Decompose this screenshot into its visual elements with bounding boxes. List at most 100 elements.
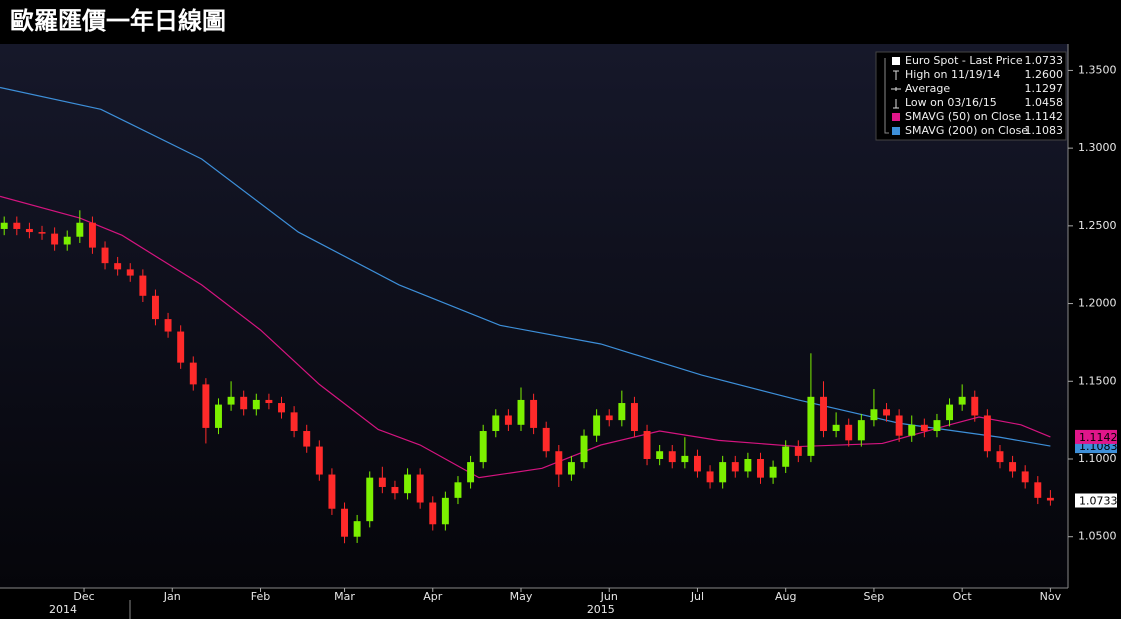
candle-body: [668, 451, 676, 463]
candle-body: [605, 415, 613, 421]
candle-body: [769, 466, 777, 478]
x-year-label: 2014: [49, 603, 77, 616]
legend-box: [875, 51, 1067, 141]
legend-marker: [892, 127, 900, 135]
candle-body: [504, 415, 512, 425]
x-tick-label: Aug: [775, 590, 796, 603]
y-tick-label: 1.2500: [1078, 219, 1117, 232]
candle-body: [328, 474, 336, 509]
candle-body: [845, 424, 853, 441]
candle-body: [391, 486, 399, 494]
candle-body: [731, 462, 739, 472]
candle-body: [1009, 462, 1017, 472]
candle-body: [1046, 497, 1054, 501]
candle-body: [530, 399, 538, 428]
candle-body: [832, 424, 840, 432]
x-tick-label: Mar: [334, 590, 355, 603]
candle-body: [681, 455, 689, 463]
y-tick-label: 1.1500: [1078, 374, 1117, 387]
legend-marker: [893, 70, 899, 80]
legend-label: Euro Spot - Last Price: [905, 54, 1023, 67]
candle-body: [13, 222, 21, 229]
candle-body: [593, 415, 601, 436]
x-tick-label: Dec: [73, 590, 94, 603]
x-year-label: 2015: [587, 603, 615, 616]
y-tick-label: 1.3000: [1078, 141, 1117, 154]
candle-body: [278, 403, 285, 413]
candle-body: [25, 228, 33, 233]
candle-body: [139, 275, 147, 296]
candle-body: [580, 435, 588, 463]
candle-body: [542, 427, 550, 452]
candle-body: [656, 451, 664, 459]
x-tick-label: Feb: [251, 590, 270, 603]
candle-body: [555, 451, 563, 475]
end-label: 1.0733: [1079, 494, 1118, 507]
legend-label: Low on 03/16/15: [905, 96, 997, 109]
candle-body: [706, 471, 714, 483]
candle-body: [441, 497, 449, 525]
candle-body: [51, 233, 59, 245]
candle-body: [643, 431, 651, 459]
candle-body: [454, 482, 462, 498]
candle-body: [88, 222, 96, 248]
legend-marker: [891, 87, 901, 91]
candle-body: [76, 222, 84, 237]
x-tick-label: Nov: [1040, 590, 1062, 603]
candle-body: [883, 409, 890, 416]
candle-body: [265, 399, 273, 404]
y-tick-label: 1.3500: [1078, 63, 1117, 76]
legend-stat: 1.0458: [1025, 96, 1064, 109]
candle-body: [946, 404, 954, 421]
candle-body: [857, 420, 865, 441]
candle-body: [958, 396, 966, 405]
candle-body: [693, 455, 701, 472]
candle-body: [252, 399, 260, 410]
candle-body: [353, 521, 361, 537]
candle-body: [63, 236, 71, 245]
candle-body: [1034, 482, 1042, 498]
candle-body: [0, 222, 8, 229]
candle-body: [807, 396, 815, 456]
candle-body: [908, 424, 916, 436]
candle-body: [315, 446, 323, 475]
candle-body: [114, 263, 122, 270]
candle-body: [567, 462, 575, 475]
legend-stat: 1.0733: [1025, 54, 1064, 67]
candle-body: [996, 451, 1004, 463]
candle-body: [933, 420, 941, 432]
legend-marker: [893, 99, 899, 109]
y-tick-label: 1.1000: [1078, 452, 1117, 465]
plot: [0, 86, 1054, 544]
candle-body: [366, 477, 374, 522]
end-label-box: [1075, 429, 1117, 444]
candle-body: [630, 403, 638, 432]
candle-body: [920, 424, 928, 432]
x-tick-label: Apr: [423, 590, 443, 603]
x-tick-label: May: [510, 590, 533, 603]
y-tick-label: 1.0500: [1078, 530, 1117, 543]
y-tick-label: 1.2000: [1078, 297, 1117, 310]
end-label: 1.1142: [1079, 431, 1118, 444]
legend-stat: 1.1083: [1025, 124, 1064, 137]
legend-label: Average: [905, 82, 950, 95]
candle-body: [794, 446, 802, 456]
chart-title: 歐羅匯價一年日線圖: [10, 7, 226, 35]
candle-body: [870, 409, 878, 421]
candle-body: [164, 319, 172, 332]
candle-body: [429, 502, 437, 525]
candle-body: [983, 415, 991, 452]
candle-body: [240, 396, 248, 410]
legend-stat: 1.2600: [1025, 68, 1064, 81]
candle-body: [38, 232, 46, 234]
legend-label: High on 11/19/14: [905, 68, 1000, 81]
candle-body: [215, 404, 222, 428]
legend-marker: [892, 113, 900, 121]
candle-body: [492, 415, 500, 432]
x-tick-label: Jul: [690, 590, 704, 603]
x-tick-label: Sep: [864, 590, 885, 603]
candle-body: [1021, 471, 1029, 483]
candle-body: [303, 431, 311, 447]
candle-body: [189, 362, 197, 385]
candle-body: [416, 474, 424, 503]
